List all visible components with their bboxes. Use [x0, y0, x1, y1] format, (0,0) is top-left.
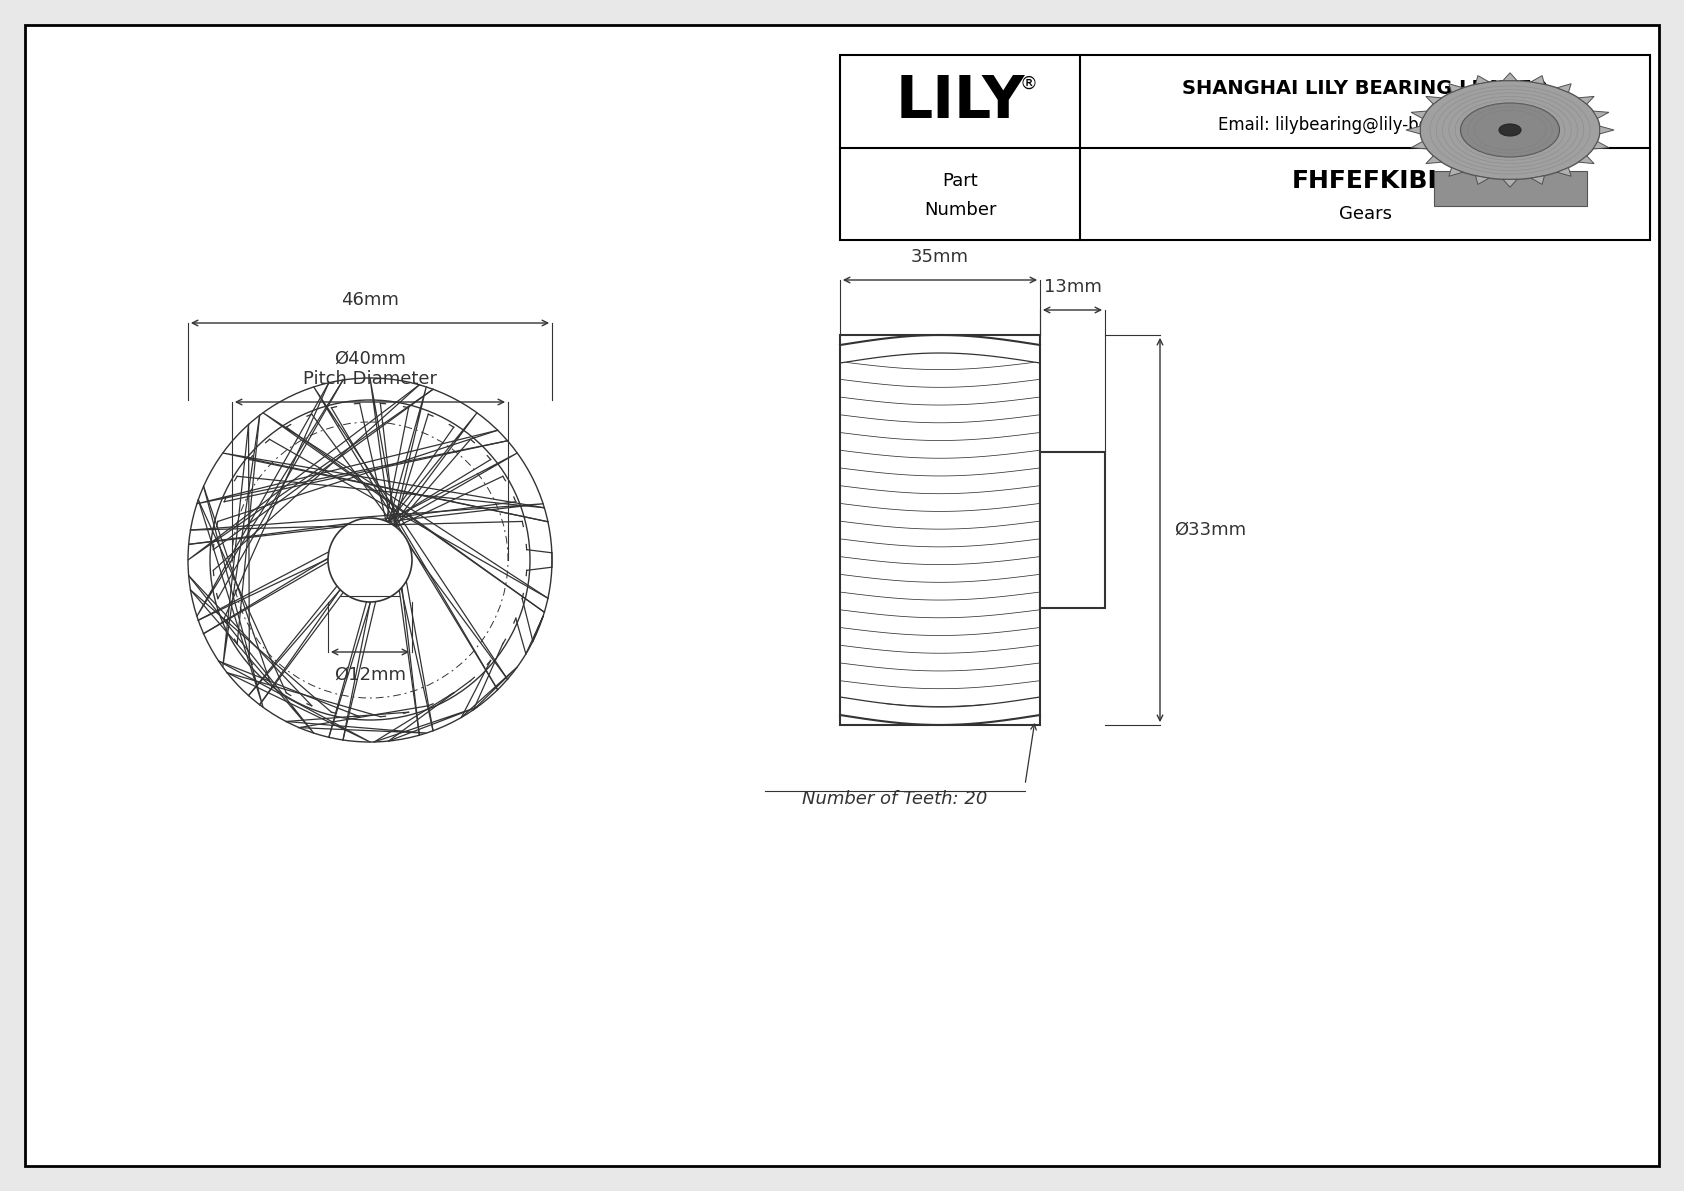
- Ellipse shape: [1460, 102, 1559, 157]
- Bar: [840, 335, 1041, 725]
- Text: Part: Part: [941, 172, 978, 189]
- Polygon shape: [1593, 111, 1608, 118]
- Polygon shape: [1475, 176, 1489, 185]
- Text: 13mm: 13mm: [1044, 278, 1101, 297]
- Polygon shape: [1448, 83, 1463, 93]
- Text: FHFEFKIBI: FHFEFKIBI: [1292, 169, 1438, 193]
- Text: 35mm: 35mm: [911, 248, 968, 266]
- Polygon shape: [1600, 126, 1613, 133]
- Polygon shape: [1502, 73, 1517, 81]
- Bar: [840, 55, 1650, 241]
- Text: SHANGHAI LILY BEARING LIMITED: SHANGHAI LILY BEARING LIMITED: [1182, 79, 1548, 98]
- Polygon shape: [1426, 156, 1442, 163]
- Polygon shape: [1578, 156, 1595, 163]
- Polygon shape: [1406, 126, 1420, 133]
- Polygon shape: [1558, 168, 1571, 176]
- Text: Gears: Gears: [1339, 205, 1391, 223]
- Circle shape: [216, 405, 525, 715]
- Text: Number: Number: [925, 201, 997, 219]
- Polygon shape: [1502, 180, 1517, 187]
- Text: Ø33mm: Ø33mm: [1174, 520, 1246, 540]
- Text: 46mm: 46mm: [342, 291, 399, 308]
- Polygon shape: [1578, 96, 1595, 104]
- Text: ®: ®: [1019, 74, 1037, 92]
- Polygon shape: [1475, 75, 1489, 85]
- Text: Number of Teeth: 20: Number of Teeth: 20: [802, 790, 989, 807]
- Circle shape: [328, 518, 413, 601]
- Polygon shape: [1411, 142, 1426, 149]
- Ellipse shape: [1499, 124, 1521, 136]
- Text: Ø40mm
Pitch Diameter: Ø40mm Pitch Diameter: [303, 349, 438, 388]
- Polygon shape: [1448, 168, 1463, 176]
- Ellipse shape: [1420, 81, 1600, 180]
- Polygon shape: [1433, 170, 1586, 206]
- Polygon shape: [1593, 142, 1608, 149]
- Text: Email: lilybearing@lily-bearing.com: Email: lilybearing@lily-bearing.com: [1218, 117, 1512, 135]
- Polygon shape: [1426, 96, 1442, 104]
- Text: Ø12mm: Ø12mm: [333, 666, 406, 684]
- Polygon shape: [1411, 111, 1426, 118]
- Text: LILY: LILY: [896, 73, 1024, 130]
- Bar: [1041, 453, 1105, 607]
- Polygon shape: [1531, 75, 1544, 85]
- Polygon shape: [1558, 83, 1571, 93]
- Polygon shape: [1531, 176, 1544, 185]
